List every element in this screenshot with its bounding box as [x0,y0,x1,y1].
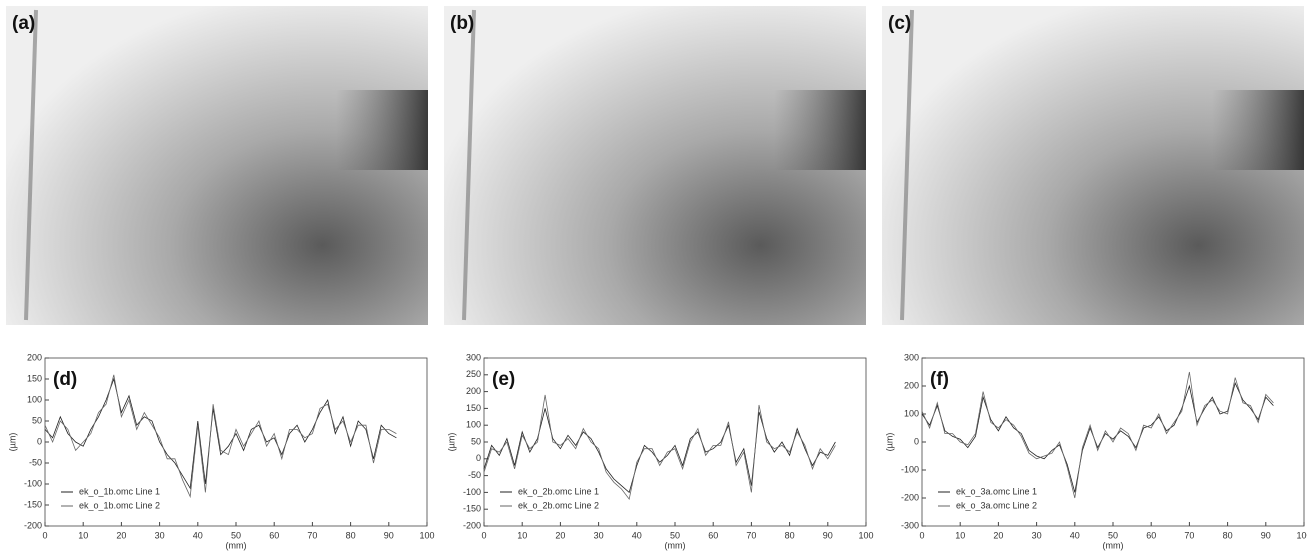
y-tick-label: -150 [24,499,42,509]
y-tick-label: 100 [27,394,42,404]
profile-line [483,408,836,494]
x-axis-label: (mm) [226,540,247,550]
y-tick-label: -50 [468,470,481,480]
x-tick-label: 0 [42,530,47,540]
x-tick-label: 70 [1184,530,1194,540]
photo-crease [462,9,476,321]
x-tick-label: 20 [116,530,126,540]
y-tick-label: 200 [27,352,42,362]
x-tick-label: 100 [858,530,873,540]
legend-label: ek_o_3a.omc Line 1 [956,486,1037,496]
y-tick-label: -200 [901,492,919,502]
photo-crease [900,9,914,321]
x-tick-label: 40 [1070,530,1080,540]
legend-label: ek_o_1b.omc Line 1 [79,486,160,496]
x-tick-label: 60 [708,530,718,540]
y-tick-label: 300 [466,352,481,362]
x-tick-label: 30 [1032,530,1042,540]
y-tick-label: -300 [901,520,919,530]
x-tick-label: 80 [346,530,356,540]
y-tick-label: -100 [463,487,481,497]
x-tick-label: 10 [78,530,88,540]
panel-label: (c) [888,13,911,34]
panel-label: (d) [53,369,77,390]
x-tick-label: 50 [1108,530,1118,540]
x-tick-label: 70 [746,530,756,540]
y-tick-label: 250 [466,369,481,379]
x-tick-label: 60 [1146,530,1156,540]
photo-shadow [774,90,866,170]
photo-crease [24,9,38,321]
x-tick-label: 20 [993,530,1003,540]
x-tick-label: 30 [594,530,604,540]
x-tick-label: 20 [555,530,565,540]
profile-line [44,374,397,499]
x-tick-label: 80 [1223,530,1233,540]
y-tick-label: -200 [24,520,42,530]
panel-label: (b) [450,13,474,34]
profile-line [921,382,1274,493]
x-tick-label: 70 [307,530,317,540]
y-tick-label: 300 [904,352,919,362]
x-tick-label: 90 [823,530,833,540]
panel-label: (e) [492,369,515,390]
legend-label: ek_o_3a.omc Line 2 [956,500,1037,510]
x-tick-label: 0 [919,530,924,540]
y-tick-label: -200 [463,520,481,530]
profile-line [921,371,1274,499]
x-tick-label: 30 [155,530,165,540]
y-axis-label: (µm) [7,433,17,452]
legend-label: ek_o_1b.omc Line 2 [79,500,160,510]
x-tick-label: 90 [384,530,394,540]
photo-shadow [336,90,428,170]
y-tick-label: 50 [32,415,42,425]
x-tick-label: 60 [269,530,279,540]
y-axis-label: (µm) [446,433,456,452]
profile-line [483,394,836,501]
y-tick-label: 0 [37,436,42,446]
y-tick-label: -100 [901,464,919,474]
x-tick-label: 10 [955,530,965,540]
x-tick-label: 50 [670,530,680,540]
x-tick-label: 100 [419,530,434,540]
y-tick-label: -50 [29,457,42,467]
y-tick-label: 150 [27,373,42,383]
y-tick-label: 200 [466,386,481,396]
legend-label: ek_o_2b.omc Line 2 [518,500,599,510]
y-tick-label: 0 [914,436,919,446]
y-tick-label: 200 [904,380,919,390]
y-tick-label: 150 [466,403,481,413]
panel-label: (a) [12,13,35,34]
y-tick-label: 50 [471,436,481,446]
y-tick-label: 0 [476,453,481,463]
photo-shadow [1212,90,1304,170]
x-axis-label: (mm) [665,540,686,550]
x-tick-label: 10 [517,530,527,540]
x-tick-label: 90 [1261,530,1271,540]
legend-label: ek_o_2b.omc Line 1 [518,486,599,496]
x-axis-label: (mm) [1103,540,1124,550]
panel-label: (f) [930,369,949,390]
profile-line [44,377,397,490]
x-tick-label: 50 [231,530,241,540]
x-tick-label: 0 [481,530,486,540]
y-tick-label: -150 [463,504,481,514]
x-tick-label: 40 [193,530,203,540]
x-tick-label: 100 [1296,530,1307,540]
x-tick-label: 40 [632,530,642,540]
y-tick-label: -100 [24,478,42,488]
y-tick-label: 100 [904,408,919,418]
y-axis-label: (µm) [884,433,894,452]
x-tick-label: 80 [785,530,795,540]
y-tick-label: 100 [466,420,481,430]
